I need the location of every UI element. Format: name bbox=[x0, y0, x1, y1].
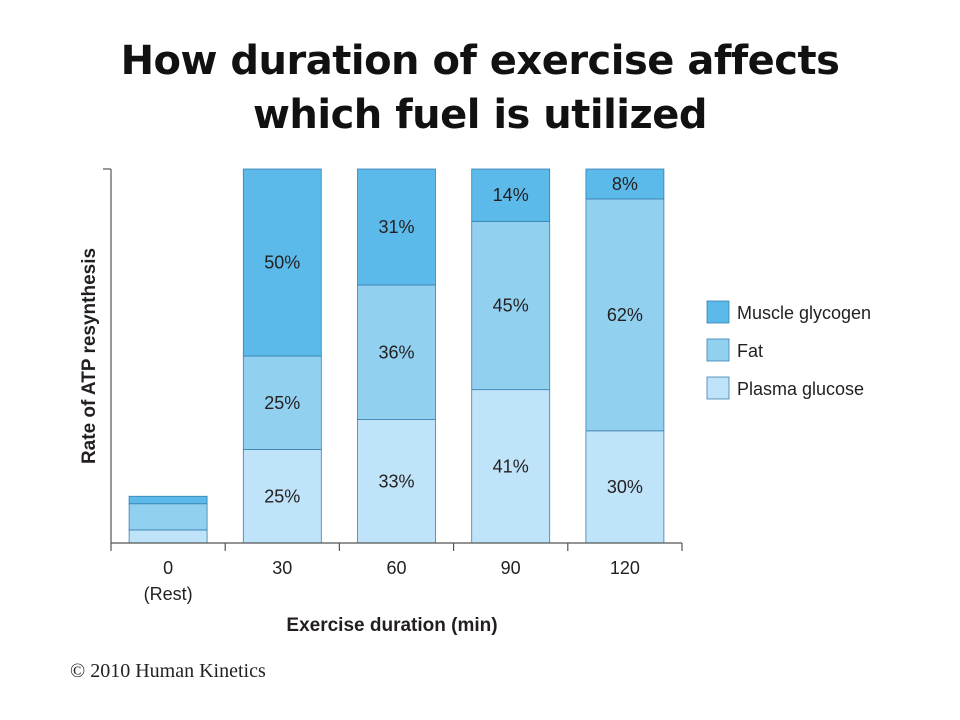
bar-segment-muscle-glycogen-0 bbox=[128, 495, 208, 505]
data-label-muscle-glycogen-90: 14% bbox=[493, 185, 529, 205]
bar-segment-plasma-glucose-120 bbox=[585, 430, 665, 544]
bar-segment-muscle-glycogen-120 bbox=[585, 168, 665, 200]
bar-segment-plasma-glucose-0 bbox=[128, 529, 208, 544]
bar-segment-fat-30 bbox=[242, 355, 322, 450]
legend-swatch-plasma-glucose bbox=[706, 376, 730, 400]
bar-segment-muscle-glycogen-30 bbox=[242, 168, 322, 357]
data-label-plasma-glucose-60: 33% bbox=[378, 471, 414, 491]
legend-swatch-fat bbox=[706, 338, 730, 362]
axes-group bbox=[103, 168, 683, 551]
data-label-muscle-glycogen-30: 50% bbox=[264, 253, 300, 273]
data-label-fat-30: 25% bbox=[264, 393, 300, 413]
bar-segment-fat-60 bbox=[357, 284, 436, 420]
data-label-muscle-glycogen-120: 8% bbox=[612, 174, 638, 194]
x-tick-label-0: 0 bbox=[163, 558, 173, 578]
data-label-fat-60: 36% bbox=[378, 342, 414, 362]
data-label-plasma-glucose-120: 30% bbox=[607, 477, 643, 497]
data-label-fat-120: 62% bbox=[607, 305, 643, 325]
x-tick-label-120: 120 bbox=[610, 558, 640, 578]
data-label-muscle-glycogen-60: 31% bbox=[378, 217, 414, 237]
bars-group: 25% 25% 50% 33% 36% 31% 41% 45% 14% 30% 62% 8% bbox=[128, 168, 665, 544]
slide-title: How duration of exercise affects which f… bbox=[0, 34, 960, 142]
bar-segment-fat-0 bbox=[128, 503, 208, 531]
bar-segment-muscle-glycogen-90 bbox=[471, 168, 551, 222]
bar-segment-plasma-glucose-90 bbox=[471, 389, 551, 544]
legend-swatch-muscle-glycogen bbox=[706, 300, 730, 324]
bar-segment-fat-90 bbox=[471, 220, 551, 391]
copyright-notice: © 2010 Human Kinetics bbox=[70, 660, 266, 682]
data-label-fat-90: 45% bbox=[493, 296, 529, 316]
y-axis-title: Rate of ATP resynthesis bbox=[79, 248, 100, 464]
title-line-1: How duration of exercise affects bbox=[120, 38, 840, 84]
title-line-2: which fuel is utilized bbox=[252, 92, 708, 138]
data-label-plasma-glucose-30: 25% bbox=[264, 486, 300, 506]
x-tick-label-90: 90 bbox=[501, 558, 521, 578]
x-tick-label-60: 60 bbox=[386, 558, 406, 578]
x-axis-title: Exercise duration (min) bbox=[286, 615, 497, 636]
legend-label-plasma-glucose: Plasma glucose bbox=[737, 379, 864, 399]
legend-label-fat: Fat bbox=[737, 341, 763, 361]
x-tick-label-30: 30 bbox=[272, 558, 292, 578]
bar-segment-fat-120 bbox=[585, 198, 665, 432]
bar-segment-muscle-glycogen-60 bbox=[357, 168, 436, 286]
data-label-plasma-glucose-90: 41% bbox=[493, 456, 529, 476]
legend: Muscle glycogen Fat Plasma glucose bbox=[706, 300, 871, 400]
x-tick-labels: 0 (Rest) 30 60 90 120 bbox=[144, 558, 640, 604]
legend-label-muscle-glycogen: Muscle glycogen bbox=[737, 303, 871, 323]
x-tick-sublabel-0: (Rest) bbox=[144, 584, 193, 604]
